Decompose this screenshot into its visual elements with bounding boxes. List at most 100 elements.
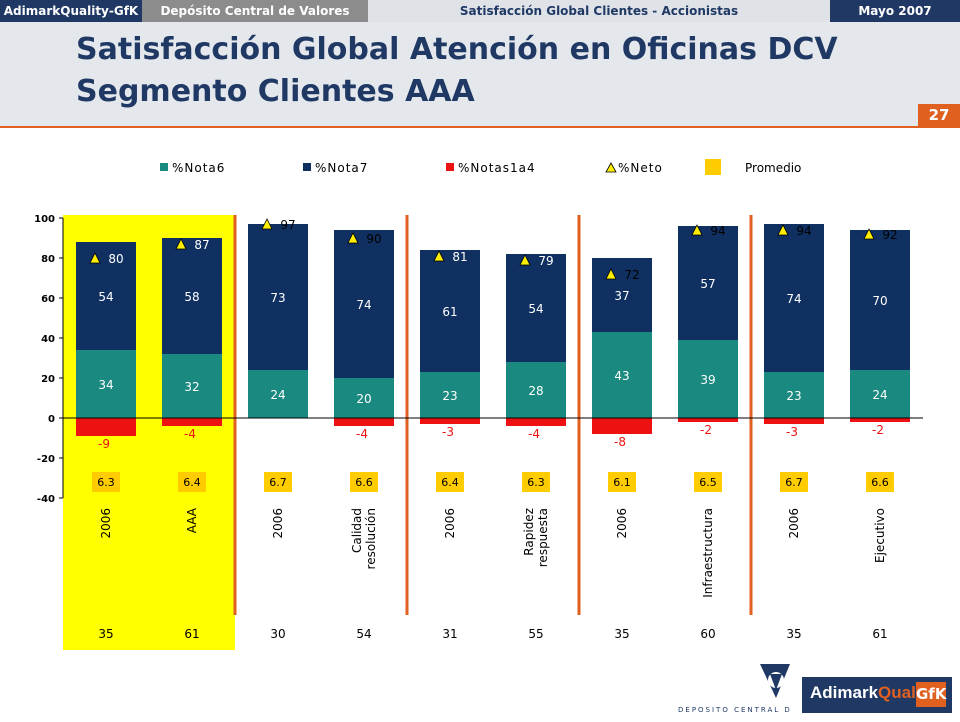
bar-nota7 [678,226,738,340]
legend-swatch [705,159,721,175]
y-tick-label: 20 [41,374,55,385]
neto-marker [175,238,187,250]
promedio-value: 6.3 [527,476,545,489]
category-label: Ejecutivo [873,508,887,563]
bar-nota6 [162,354,222,418]
data-label-notas1a4: -2 [700,423,712,437]
promedio-box [436,472,464,492]
legend-swatch [160,163,168,171]
promedio-value: 6.6 [871,476,889,489]
bar-notas1a4 [76,418,136,436]
base-n-label: 35 [98,627,113,641]
promedio-box [350,472,378,492]
y-tick-label: -40 [37,494,55,505]
neto-marker [347,232,359,244]
dcv-logo-text: DEPOSITO CENTRAL DE VALORES [678,706,790,714]
data-label-neto: 79 [538,254,553,268]
promedio-box [866,472,894,492]
legend-swatch [605,162,617,173]
data-label-nota6: 39 [700,373,715,387]
legend-label: %Neto [618,161,663,175]
data-label-nota6: 24 [270,388,285,402]
category-label: 2006 [787,508,801,539]
category-label: Infraestructura [701,508,715,598]
bar-nota7 [76,242,136,350]
data-label-neto: 80 [108,252,123,266]
bar-nota7 [506,254,566,362]
title-area: Satisfacción Global Atención en Oficinas… [0,22,960,128]
category-label: 2006 [443,508,457,539]
data-label-neto: 97 [280,218,295,232]
base-n-label: 35 [786,627,801,641]
adimark-logo: AdimarkQuality GfK [802,677,952,713]
neto-marker [519,254,531,266]
data-label-nota6: 32 [184,380,199,394]
neto-marker [261,218,273,230]
neto-marker [777,224,789,236]
neto-marker [89,252,101,264]
report-title: Satisfacción Global Clientes - Accionist… [368,0,830,22]
page-number: 27 [918,104,960,126]
bar-notas1a4 [850,418,910,422]
data-label-neto: 72 [624,268,639,282]
bar-notas1a4 [678,418,738,422]
promedio-value: 6.4 [183,476,201,489]
data-label-notas1a4: -4 [184,427,196,441]
legend-label: Promedio [745,161,801,175]
satisfaction-chart: %Nota6 %Nota7 %Notas1a4 %Neto Promedio 100 80… [34,159,923,650]
bar-nota6 [764,372,824,418]
base-n-label: 61 [184,627,199,641]
category-label: 2006 [615,508,629,539]
base-n-label: 60 [700,627,715,641]
data-label-notas1a4: -4 [356,427,368,441]
data-label-notas1a4: -3 [442,425,454,439]
category-label: resolución [364,508,378,569]
data-label-nota7: 73 [270,291,285,305]
promedio-value: 6.7 [269,476,287,489]
base-n-label: 30 [270,627,285,641]
bar-nota7 [420,250,480,372]
data-label-notas1a4: -9 [98,437,110,451]
brand-label: AdimarkQuality-GfK [0,0,142,22]
neto-marker [433,250,445,262]
data-label-nota7: 61 [442,305,457,319]
legend-label: %Nota7 [315,161,368,175]
data-label-nota6: 20 [356,392,371,406]
data-label-nota6: 24 [872,388,887,402]
legend-swatch [303,163,311,171]
y-tick-label: 80 [41,254,55,265]
chart-plot: 100 80 60 40 20 0 -20 -40 34 54 -9 80 6.3 2006 35 32 58 -… [34,214,923,650]
y-tick-label: 100 [34,214,55,225]
bar-notas1a4 [334,418,394,426]
data-label-neto: 90 [366,232,381,246]
dcv-logo: DEPOSITO CENTRAL DE VALORES [660,660,846,718]
chart-legend: %Nota6 %Nota7 %Notas1a4 %Neto Promedio [160,159,801,175]
category-label: 2006 [271,508,285,539]
data-label-nota7: 70 [872,294,887,308]
legend-label: %Notas1a4 [458,161,536,175]
bar-nota7 [334,230,394,378]
promedio-box [178,472,206,492]
data-label-notas1a4: -2 [872,423,884,437]
y-tick-label: 0 [48,414,55,425]
promedio-box [780,472,808,492]
neto-marker [863,228,875,240]
legend-swatch [446,163,454,171]
promedio-value: 6.3 [97,476,115,489]
report-date: Mayo 2007 [830,0,960,22]
promedio-value: 6.5 [699,476,717,489]
data-label-nota7: 57 [700,277,715,291]
data-label-notas1a4: -3 [786,425,798,439]
bar-nota6 [420,372,480,418]
bar-notas1a4 [420,418,480,424]
legend-label: %Nota6 [172,161,225,175]
page-subtitle: Segmento Clientes AAA [76,74,475,109]
bar-notas1a4 [506,418,566,426]
y-tick-label: -20 [37,454,55,465]
data-label-notas1a4: -8 [614,435,626,449]
org-label: Depósito Central de Valores [142,0,368,22]
promedio-value: 6.4 [441,476,459,489]
data-label-nota7: 74 [786,292,801,306]
bar-notas1a4 [162,418,222,426]
base-n-label: 35 [614,627,629,641]
